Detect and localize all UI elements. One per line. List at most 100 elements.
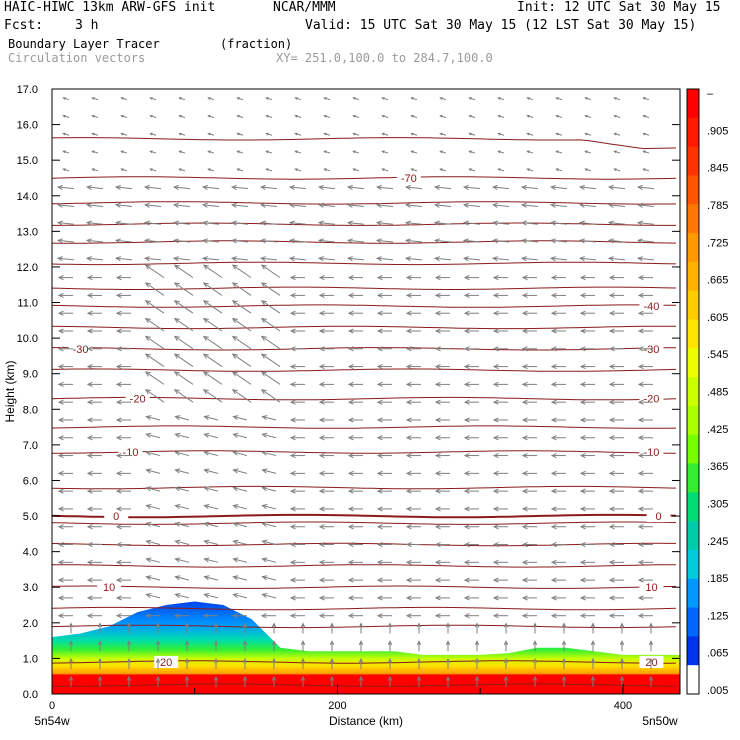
vector-head xyxy=(491,256,498,262)
colorbar-label: .845 xyxy=(707,163,728,175)
vector-head xyxy=(86,452,93,459)
vector-head xyxy=(555,97,559,100)
vector-head xyxy=(474,657,480,663)
circulation-vector xyxy=(580,186,597,190)
plot-frame xyxy=(51,88,681,695)
colorbar-label: – xyxy=(707,88,714,100)
vector-head xyxy=(85,202,92,208)
circulation-vector xyxy=(493,186,510,190)
vector-head xyxy=(619,675,625,681)
tracer-field xyxy=(52,601,680,694)
vector-head xyxy=(520,202,527,208)
vector-head xyxy=(636,220,643,226)
circulation-vector xyxy=(145,300,165,314)
vector-head xyxy=(57,524,64,530)
vector-head xyxy=(387,640,393,646)
vector-head xyxy=(532,675,538,681)
vector-head xyxy=(91,168,95,172)
vector-head xyxy=(114,184,121,191)
vector-head xyxy=(202,353,209,359)
vector-head xyxy=(619,657,625,663)
tracer-area xyxy=(52,601,680,694)
vector-head xyxy=(549,238,556,244)
vector-head xyxy=(144,335,151,341)
vector-head xyxy=(288,238,295,244)
circulation-vector xyxy=(203,318,223,332)
vector-head xyxy=(433,220,440,226)
vector-head xyxy=(261,539,268,545)
vector-head xyxy=(434,452,441,459)
vector-head xyxy=(260,613,267,619)
y-axis-label: Height (km) xyxy=(3,360,17,422)
circulation-vector xyxy=(146,576,161,581)
circulation-vector xyxy=(146,593,161,599)
vector-head xyxy=(642,97,646,100)
vector-head xyxy=(86,417,93,423)
vector-head xyxy=(584,150,588,154)
vector-head xyxy=(497,114,501,118)
vector-head xyxy=(231,264,238,270)
contour-label: 10 xyxy=(103,582,115,594)
circulation-vector xyxy=(262,558,277,563)
vector-head xyxy=(405,381,412,387)
vector-head xyxy=(347,595,354,601)
vector-head xyxy=(608,310,615,316)
circulation-vectors xyxy=(56,97,655,687)
circulation-vector xyxy=(406,222,423,225)
vector-head xyxy=(172,202,179,208)
circulation-vector xyxy=(203,264,223,279)
vector-head xyxy=(145,557,152,563)
vector-head xyxy=(492,292,499,298)
center-label: NCAR/MMM xyxy=(273,0,336,15)
vector-head xyxy=(434,399,441,405)
vector-head xyxy=(463,328,470,334)
vector-head xyxy=(608,506,615,512)
vector-head xyxy=(503,657,509,663)
colorbar-segment xyxy=(687,665,699,695)
vector-head xyxy=(590,657,596,663)
vector-head xyxy=(85,184,92,191)
vector-head xyxy=(261,504,268,510)
vector-head xyxy=(521,328,528,334)
vector-head xyxy=(434,328,441,334)
vector-head xyxy=(434,310,441,316)
vector-head xyxy=(416,622,422,628)
vector-head xyxy=(289,399,296,405)
vector-head xyxy=(57,506,64,512)
vector-head xyxy=(62,132,66,136)
circulation-vector xyxy=(261,353,281,368)
circulation-vector xyxy=(464,239,481,243)
vector-head xyxy=(203,432,210,438)
vector-head xyxy=(462,184,469,191)
vector-head xyxy=(520,184,527,191)
circulation-vector xyxy=(203,257,220,261)
vector-head xyxy=(145,468,152,474)
vector-head xyxy=(578,238,585,244)
vector-head xyxy=(492,541,499,548)
circulation-vector xyxy=(493,222,510,225)
circulation-vector xyxy=(203,282,223,296)
vector-head xyxy=(462,202,469,208)
vector-head xyxy=(143,220,150,226)
vector-head xyxy=(579,506,586,512)
circulation-vector xyxy=(145,257,162,261)
vector-head xyxy=(492,524,499,530)
circulation-vector xyxy=(146,540,161,546)
circulation-vector xyxy=(204,487,219,492)
contour-label: 20 xyxy=(160,657,172,669)
vector-head xyxy=(637,613,644,619)
vector-head xyxy=(590,675,596,681)
vector-head xyxy=(376,577,383,583)
vector-head xyxy=(86,346,93,352)
vector-head xyxy=(521,488,528,494)
vector-head xyxy=(173,317,180,324)
vector-head xyxy=(318,435,325,441)
vector-head xyxy=(404,202,411,208)
vector-head xyxy=(637,292,644,298)
colorbar-segment xyxy=(687,607,699,637)
vector-head xyxy=(260,371,267,377)
vector-head xyxy=(144,282,151,288)
vector-head xyxy=(172,238,179,244)
colorbar-segment xyxy=(687,261,699,292)
